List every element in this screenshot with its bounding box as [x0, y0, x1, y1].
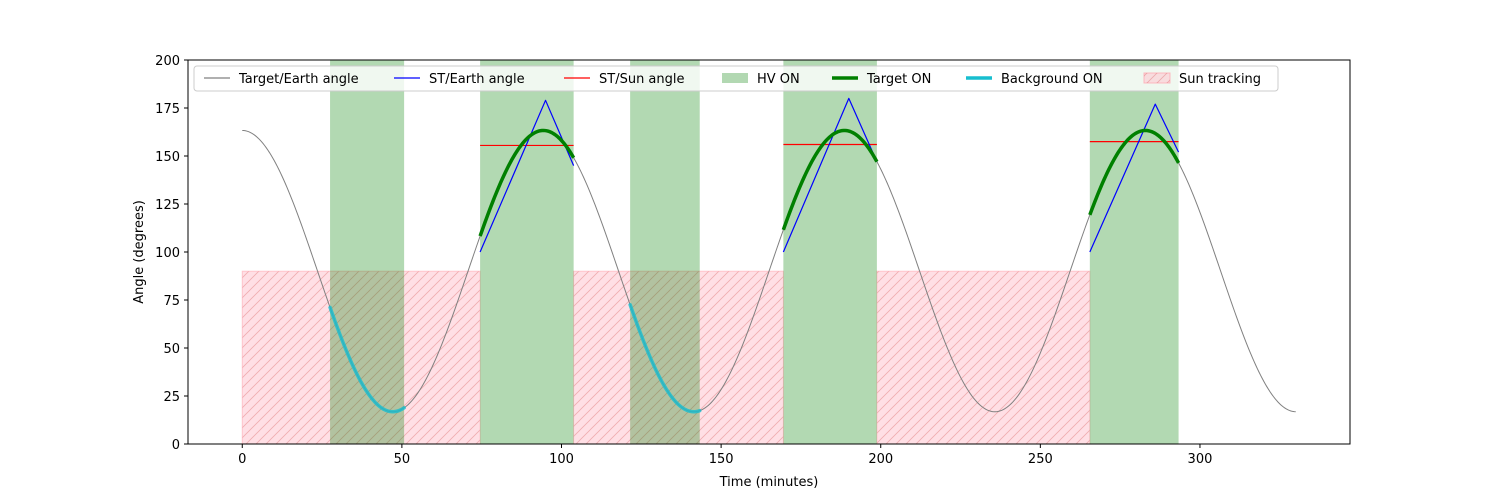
legend-handle-3	[722, 73, 748, 83]
y-tick-label: 75	[163, 294, 180, 309]
target-on-segment-0	[478, 128, 576, 237]
y-tick-label: 25	[163, 390, 180, 405]
background-on-segment-0	[328, 305, 406, 414]
hv-on-band-4	[1089, 60, 1179, 444]
target-on-segment-1	[781, 128, 879, 231]
axes-layer: 0 50 100 150 200 250 300 0 25 50 75 100 125 150 175 200	[155, 54, 1212, 467]
background-on-segment-1	[628, 302, 702, 414]
legend-handle-hatch-6	[1144, 73, 1170, 83]
hv-on-band-3	[783, 60, 877, 444]
legend-label-0: Target/Earth angle	[238, 72, 359, 87]
legend-label-1: ST/Earth angle	[429, 72, 525, 87]
legend-label-6: Sun tracking	[1179, 72, 1261, 87]
y-tick-label: 50	[163, 342, 180, 357]
x-tick-label: 100	[549, 452, 574, 467]
legend: Target/Earth angle ST/Earth angle ST/Sun a…	[193, 65, 1279, 92]
series-layer	[242, 97, 1296, 414]
sun-tracking-hatch-0	[241, 270, 481, 445]
hv-on-layer	[330, 60, 1179, 444]
st-earth-angle-segment-2	[1089, 103, 1180, 253]
legend-label-3: HV ON	[757, 72, 800, 87]
hv-on-band-2	[630, 60, 700, 444]
y-tick-label: 200	[155, 54, 180, 69]
legend-label-4: Target ON	[866, 72, 931, 87]
x-tick-label: 250	[1028, 452, 1053, 467]
hv-on-band-1	[480, 60, 574, 444]
st-earth-angle-segment-1	[782, 97, 878, 253]
x-tick-label: 200	[868, 452, 893, 467]
x-tick-label: 150	[709, 452, 734, 467]
x-tick-label: 300	[1188, 452, 1213, 467]
sun-tracking-hatch-2	[876, 270, 1091, 445]
legend-label-2: ST/Sun angle	[599, 72, 685, 87]
x-tick-label: 50	[394, 452, 411, 467]
x-axis-label: Time (minutes)	[719, 475, 819, 490]
x-tick-label: 0	[238, 452, 246, 467]
y-tick-label: 125	[155, 198, 180, 213]
y-tick-label: 100	[155, 246, 180, 261]
y-tick-label: 0	[172, 438, 180, 453]
sun-tracking-hatch-1	[573, 270, 784, 445]
legend-label-5: Background ON	[1001, 72, 1103, 87]
sun-tracking-layer	[241, 270, 1091, 445]
y-tick-label: 175	[155, 102, 180, 117]
y-axis-label: Angle (degrees)	[132, 200, 147, 304]
hv-on-band-0	[330, 60, 405, 444]
y-tick-label: 150	[155, 150, 180, 165]
target-on-segment-2	[1088, 128, 1181, 216]
